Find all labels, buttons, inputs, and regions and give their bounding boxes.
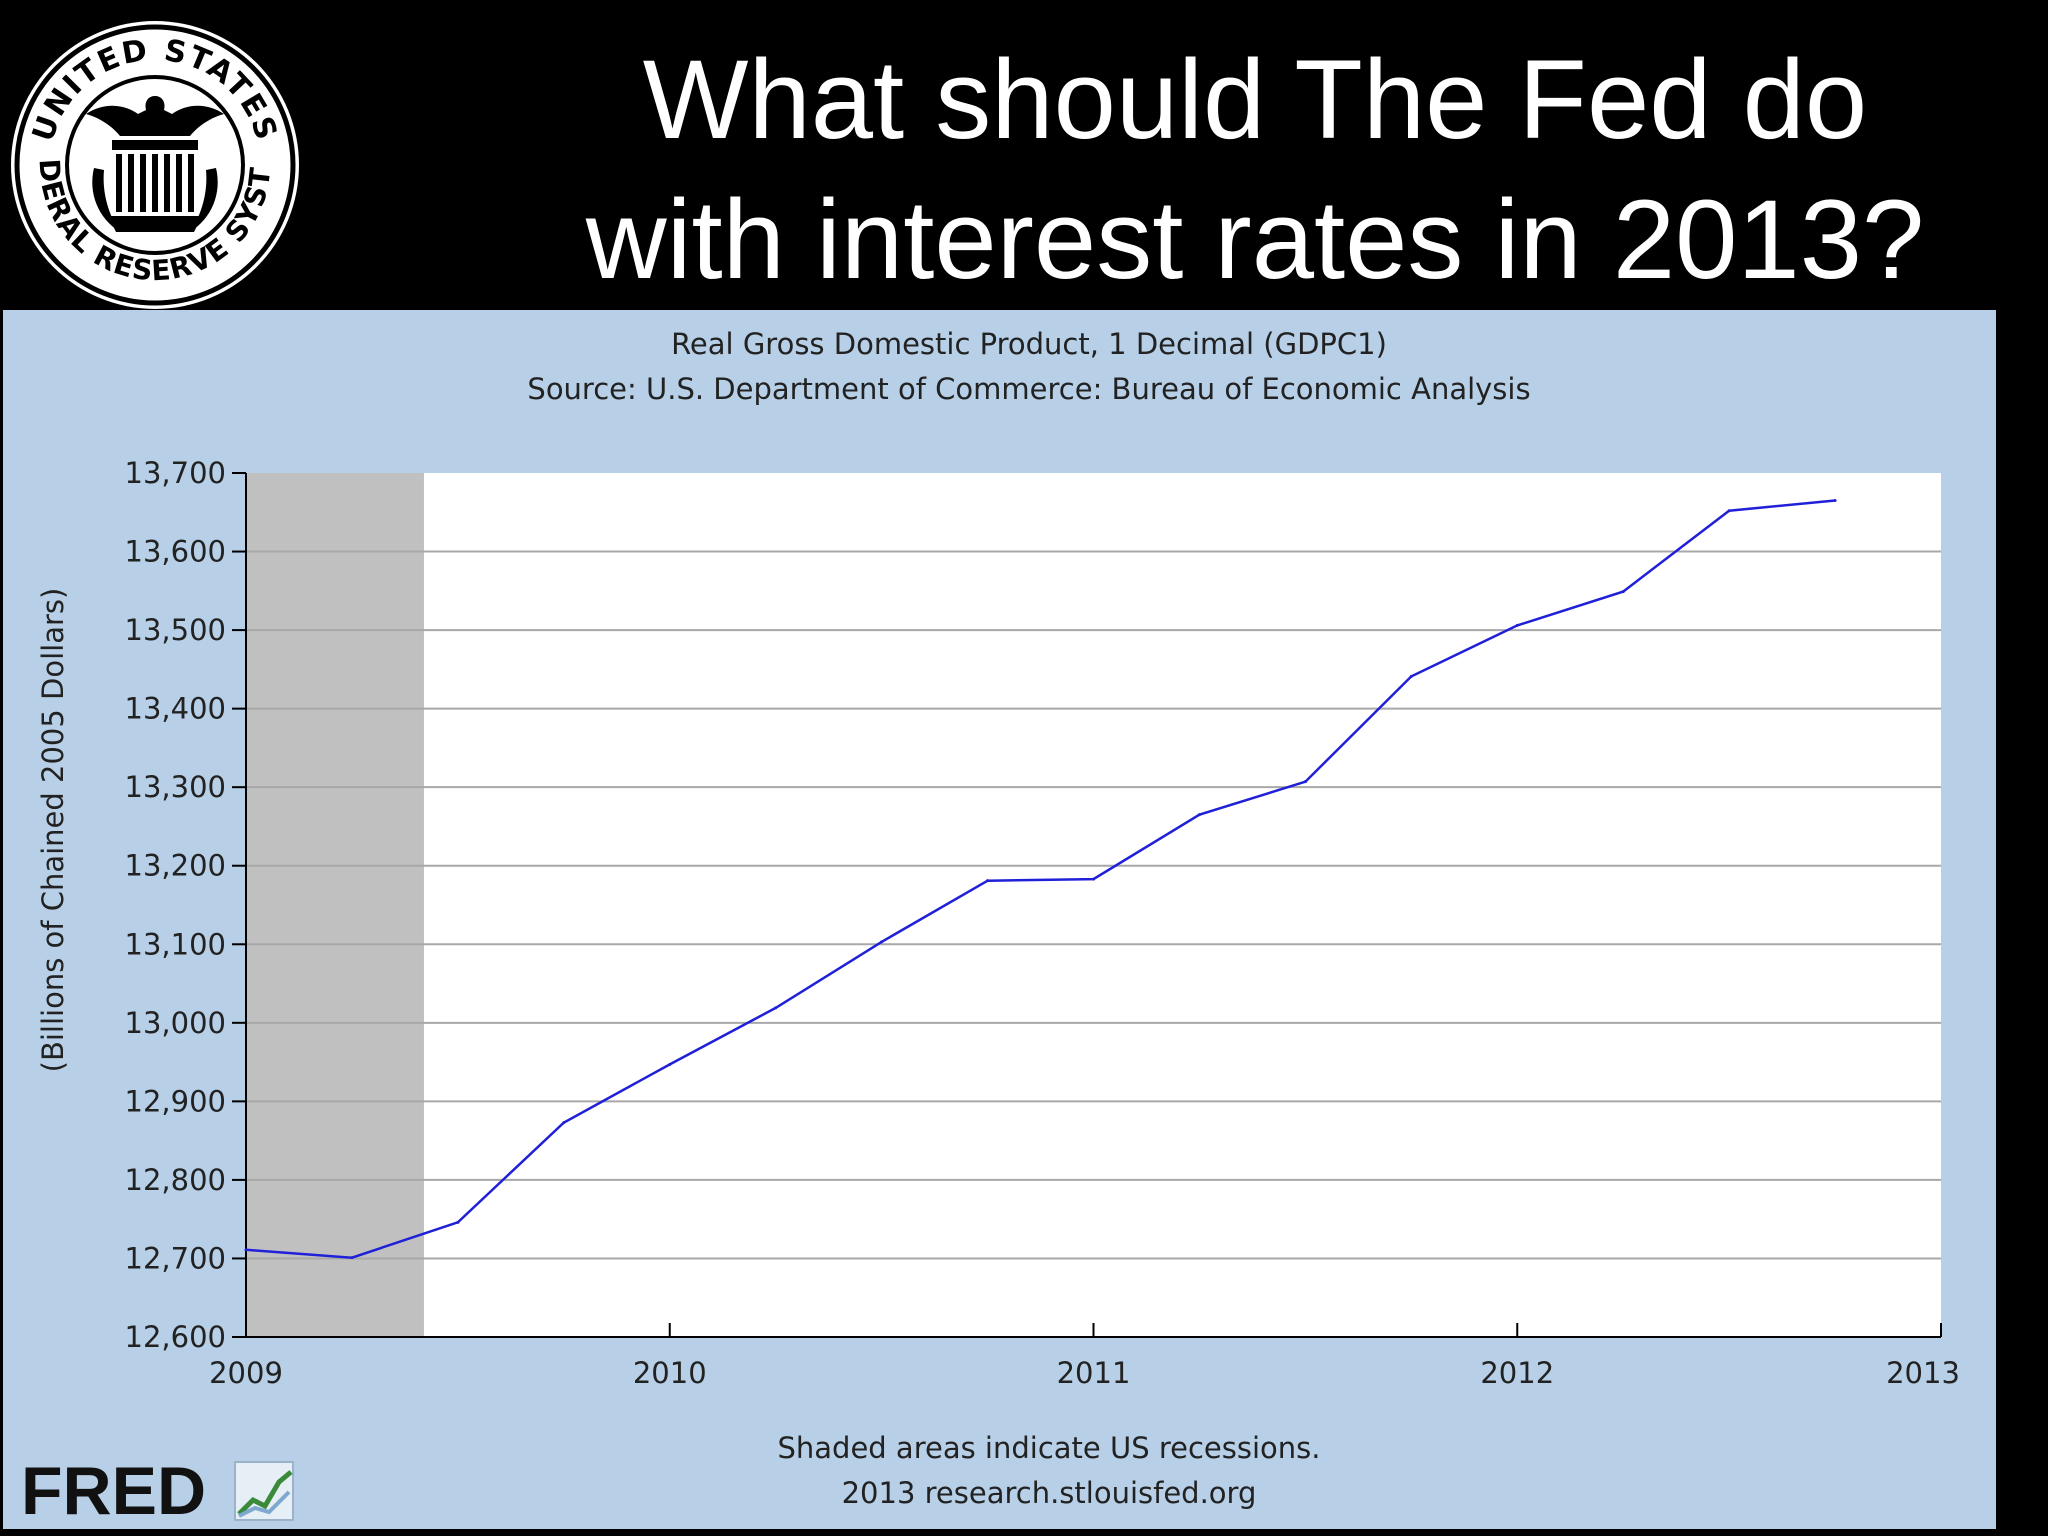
chart-icon	[234, 1461, 294, 1521]
y-tick-label-8: 13,400	[125, 692, 226, 726]
gdp-line-chart: Real Gross Domestic Product, 1 Decimal (…	[36, 327, 1960, 1510]
data-point-0-11	[1409, 674, 1413, 678]
y-axis-label: (Billions of Chained 2005 Dollars)	[36, 588, 70, 1073]
data-point-0-4	[668, 1062, 672, 1066]
y-tick-label-9: 13,500	[125, 613, 226, 647]
x-tick-label-3: 2012	[1480, 1356, 1554, 1390]
data-point-0-6	[880, 940, 884, 944]
x-tick-label-1: 2010	[633, 1356, 707, 1390]
data-point-0-14	[1727, 509, 1731, 513]
fred-logo-text: FRED	[21, 1453, 206, 1524]
series-line-0	[245, 499, 1836, 1259]
data-point-0-2	[456, 1220, 460, 1224]
fred-logo: FRED	[21, 1453, 294, 1524]
slide-title-line-1: What should The Fed do	[642, 37, 1868, 162]
chart-panel: Real Gross Domestic Product, 1 Decimal (…	[3, 310, 1996, 1529]
y-tick-label-10: 13,600	[125, 535, 226, 569]
recession-shading-0	[246, 473, 424, 1337]
chart-title: Real Gross Domestic Product, 1 Decimal (…	[671, 327, 1387, 361]
slide-title-line-2: with interest rates in 2013?	[585, 177, 1925, 302]
federal-reserve-seal: UNITED STATES FEDERAL RESERVE SYSTEM	[8, 18, 299, 309]
data-point-0-1	[350, 1256, 354, 1260]
footnote-source: 2013 research.stlouisfed.org	[842, 1476, 1257, 1510]
data-point-0-8	[1092, 877, 1095, 881]
data-point-0-0	[244, 1248, 248, 1252]
y-tick-label-5: 13,100	[125, 927, 226, 961]
data-point-0-13	[1621, 590, 1625, 594]
y-tick-label-3: 12,900	[125, 1084, 226, 1118]
data-point-0-3	[562, 1121, 566, 1125]
data-point-0-7	[986, 879, 990, 883]
data-point-0-5	[774, 1006, 778, 1010]
footnote-recessions: Shaded areas indicate US recessions.	[778, 1431, 1321, 1465]
y-tick-label-7: 13,300	[125, 770, 226, 804]
x-tick-label-0: 2009	[209, 1356, 283, 1390]
chart-subtitle: Source: U.S. Department of Commerce: Bur…	[527, 372, 1530, 406]
y-tick-label-4: 13,000	[125, 1006, 226, 1040]
data-point-0-10	[1303, 780, 1307, 784]
data-point-0-12	[1515, 623, 1519, 627]
slide-title: What should The Fed do with interest rat…	[480, 30, 2030, 310]
y-tick-label-11: 13,700	[125, 456, 226, 490]
y-tick-label-6: 13,200	[125, 849, 226, 883]
x-tick-label-4: 2013	[1886, 1356, 1960, 1390]
y-tick-label-1: 12,700	[125, 1241, 226, 1275]
y-tick-label-2: 12,800	[125, 1163, 226, 1197]
x-tick-label-2: 2011	[1057, 1356, 1131, 1390]
data-point-0-9	[1197, 813, 1201, 817]
data-point-0-15	[1833, 498, 1837, 502]
eagle-icon	[86, 96, 224, 232]
plot-area: 12,600 12,700 12,800 12,900 13,000 13,100 13,2…	[125, 456, 1960, 1390]
y-tick-label-0: 12,600	[125, 1320, 226, 1354]
plot-background	[246, 473, 1941, 1337]
